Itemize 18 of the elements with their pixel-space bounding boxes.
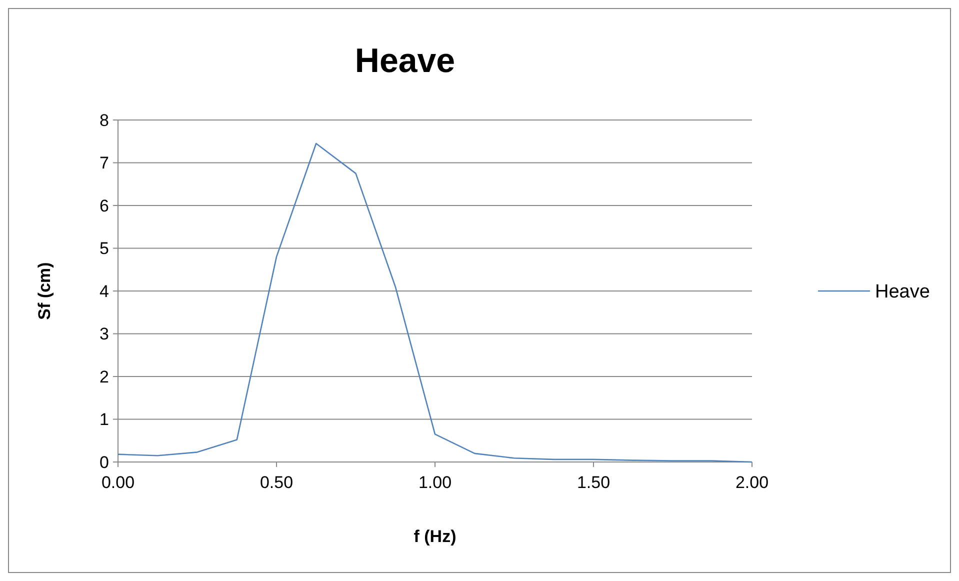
x-axis-title: f (Hz) xyxy=(414,527,456,546)
y-tick-label: 1 xyxy=(100,410,109,430)
y-tick-label: 3 xyxy=(100,324,109,344)
x-tick-label: 1.50 xyxy=(576,473,610,492)
y-tick-label: 2 xyxy=(100,367,109,386)
x-tick-label: 1.00 xyxy=(418,473,452,492)
x-tick-label: 0.50 xyxy=(260,473,294,492)
legend-label: Heave xyxy=(875,282,930,303)
y-tick-label: 4 xyxy=(100,282,109,301)
y-tick-label: 7 xyxy=(100,154,109,173)
x-tick-label: 0.00 xyxy=(101,473,135,492)
y-tick-label: 5 xyxy=(100,239,109,258)
y-tick-label: 0 xyxy=(100,452,109,472)
y-axis-title: Sf (cm) xyxy=(35,262,54,320)
y-tick-label: 8 xyxy=(100,110,109,130)
x-tick-label: 2.00 xyxy=(735,473,769,492)
y-tick-label: 6 xyxy=(100,196,109,216)
chart-title: Heave xyxy=(354,42,456,80)
